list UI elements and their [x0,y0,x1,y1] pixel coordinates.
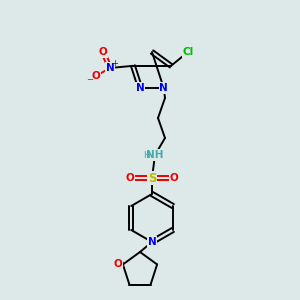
Text: N: N [106,63,114,73]
Text: O: O [114,259,122,269]
Text: −: − [86,76,94,85]
Text: +: + [112,58,118,68]
Text: NH: NH [146,150,164,160]
Text: O: O [169,173,178,183]
Text: Cl: Cl [182,47,194,57]
Text: H: H [142,152,149,160]
Text: N: N [148,237,156,247]
Text: N: N [136,83,145,93]
Text: S: S [148,172,156,184]
Text: N: N [159,83,168,93]
Text: O: O [126,173,134,183]
Text: O: O [99,47,107,57]
Text: O: O [92,71,100,81]
